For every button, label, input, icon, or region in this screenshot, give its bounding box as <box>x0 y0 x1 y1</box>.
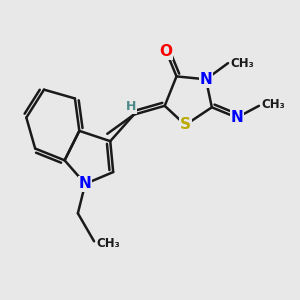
Text: N: N <box>200 72 212 87</box>
Text: CH₃: CH₃ <box>230 57 254 70</box>
Text: S: S <box>180 118 191 133</box>
Text: N: N <box>230 110 243 125</box>
Text: N: N <box>79 176 92 191</box>
Text: O: O <box>160 44 173 59</box>
Text: CH₃: CH₃ <box>96 237 120 250</box>
Text: CH₃: CH₃ <box>261 98 285 111</box>
Text: H: H <box>126 100 136 113</box>
